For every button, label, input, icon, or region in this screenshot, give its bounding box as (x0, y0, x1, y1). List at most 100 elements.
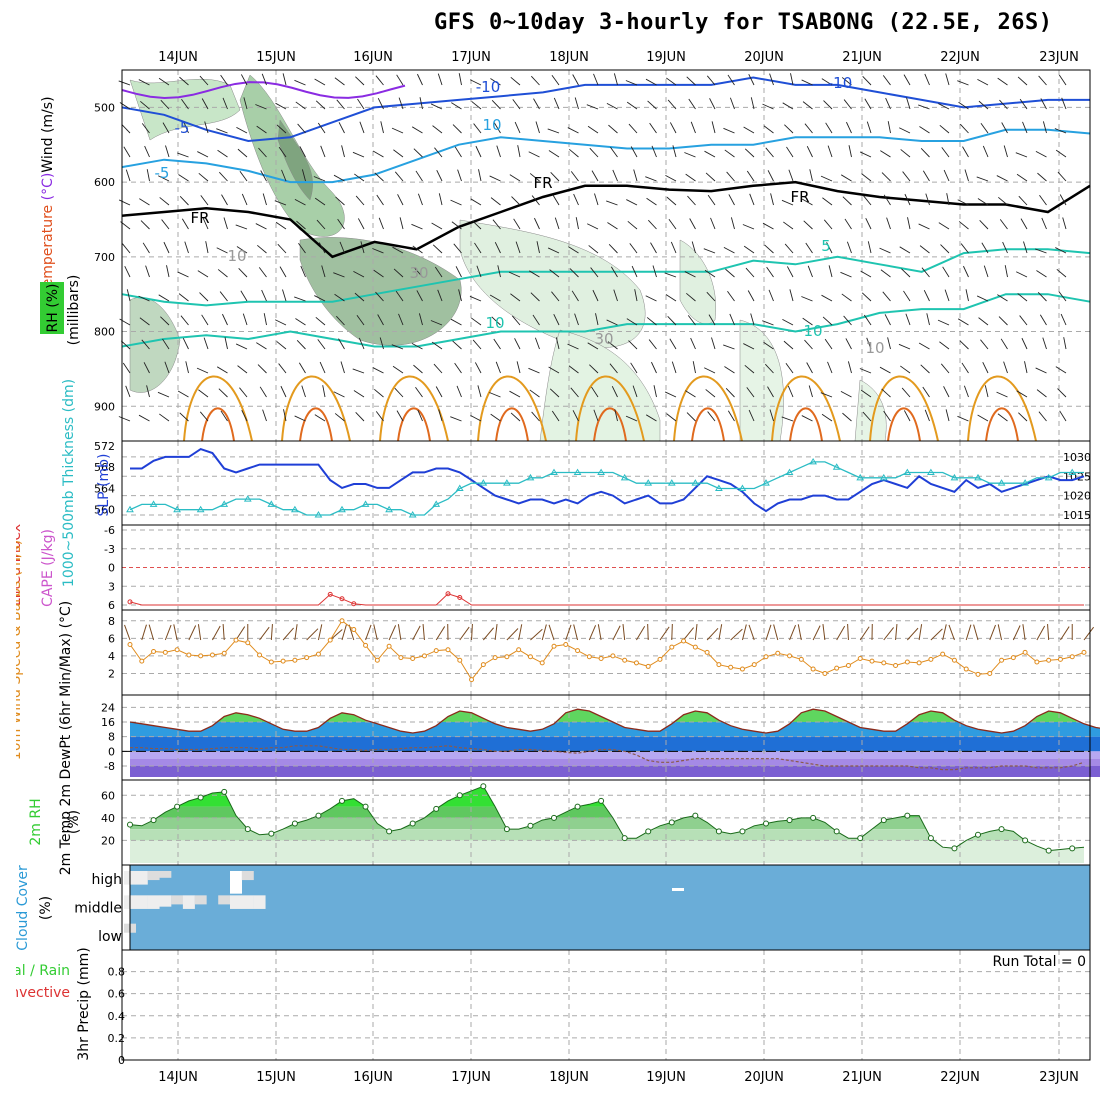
wind-barb (470, 414, 482, 422)
wind-barb (861, 173, 872, 182)
wind-barb (823, 219, 833, 230)
wind-speed-marker (704, 649, 710, 655)
wind-barb (633, 169, 638, 182)
wind-barb (977, 414, 989, 422)
wind-barb (859, 626, 870, 641)
wind-speed-line (129, 620, 1085, 681)
wind-barb (396, 410, 404, 422)
wind-barb (334, 413, 345, 422)
wind-barb (374, 172, 384, 182)
wind-barb (980, 123, 989, 134)
wind-barb (260, 170, 267, 182)
wind-barb (667, 99, 677, 110)
wind-barb (511, 196, 521, 206)
wind-speed-marker (586, 654, 592, 660)
date-label-bottom: 21JUN (842, 1070, 882, 1085)
rh-marker (998, 826, 1005, 833)
wind-barb (727, 291, 735, 302)
wind-speed-marker (857, 656, 863, 662)
wind-barb (920, 364, 930, 374)
wind-barb (548, 624, 555, 641)
wind-barb (764, 363, 774, 374)
wind-barb (333, 272, 345, 278)
panel-frame (121, 440, 1091, 526)
wind-barb (329, 629, 343, 641)
wind-barb (452, 340, 462, 350)
wind-barb (478, 169, 482, 182)
thickness-marker (573, 468, 582, 476)
wind-barb (419, 97, 423, 110)
wind-barb (980, 339, 989, 350)
wind-barb (198, 389, 209, 398)
wind-barb (1035, 248, 1047, 254)
isotherm-20 (887, 407, 921, 442)
wind-barb (534, 337, 540, 350)
wind-barb (863, 314, 872, 326)
wind-barb (651, 361, 657, 374)
rh-bands (130, 786, 1084, 863)
wind-barb (450, 416, 462, 422)
wind-barb (160, 316, 170, 326)
wind-barb (159, 197, 170, 206)
rh-marker (1022, 837, 1029, 844)
wind-barb (918, 624, 923, 641)
wind-barb (314, 197, 326, 206)
wind-barb (181, 218, 189, 230)
wind-barb (355, 412, 365, 422)
wind-barb (197, 624, 202, 641)
wind-barb (704, 269, 716, 278)
thickness-tick-label: 564 (94, 482, 115, 495)
wind-barb (301, 385, 306, 398)
wind-speed-marker (845, 663, 851, 669)
y-tick-label: -6 (104, 524, 115, 537)
wind-barb (239, 387, 248, 398)
wind-speed-marker (410, 656, 416, 662)
date-label-bottom: 17JUN (451, 1070, 491, 1085)
wind-barb (762, 320, 774, 326)
wind-barb (185, 361, 189, 374)
wind-barb (491, 316, 501, 326)
temp-band (130, 758, 1100, 766)
wind-barb (145, 265, 150, 278)
wind-barb (495, 361, 501, 374)
cloud-axis-label: Cloud Cover (15, 865, 31, 951)
wind-barb (573, 624, 579, 641)
wind-barb (864, 98, 872, 110)
wind-barb (472, 220, 482, 230)
date-label-bottom: 18JUN (549, 1070, 589, 1085)
wind-barb (414, 267, 423, 278)
wind-barb (508, 271, 521, 278)
wind-barb (742, 224, 755, 230)
wind-barb (614, 409, 618, 422)
thickness-marker (455, 484, 464, 491)
wind-barb (1055, 247, 1067, 254)
isotherm-20 (985, 407, 1019, 442)
thickness-marker (338, 505, 346, 513)
wind-barb (671, 623, 673, 641)
lifted-index-line (129, 593, 1084, 606)
rh-marker (621, 835, 628, 842)
wind-barb (925, 193, 930, 206)
wind-speed-marker (645, 663, 651, 669)
wind-barb (261, 289, 267, 302)
wind-barb (765, 624, 772, 641)
wind-barb (1036, 625, 1046, 641)
rh-marker (197, 794, 204, 801)
cloud-cell (159, 895, 172, 907)
wind-barb (376, 194, 384, 206)
wind-barb (430, 320, 443, 326)
wind-speed-marker (822, 670, 828, 676)
slp-tick-label: 1030 (1063, 451, 1091, 464)
wind-barb (148, 624, 155, 641)
wind-barb (711, 337, 716, 350)
wind-barb (664, 272, 677, 278)
wind-barb (1019, 98, 1028, 110)
wind-barb (843, 315, 852, 326)
wind-barb (706, 291, 716, 302)
wind-barb (887, 337, 891, 350)
wind-barb (532, 314, 540, 326)
y-tick-label: 4 (108, 650, 115, 663)
lifted-index-marker (327, 591, 333, 597)
wind-barb (567, 127, 579, 134)
wind-barb (567, 343, 579, 350)
